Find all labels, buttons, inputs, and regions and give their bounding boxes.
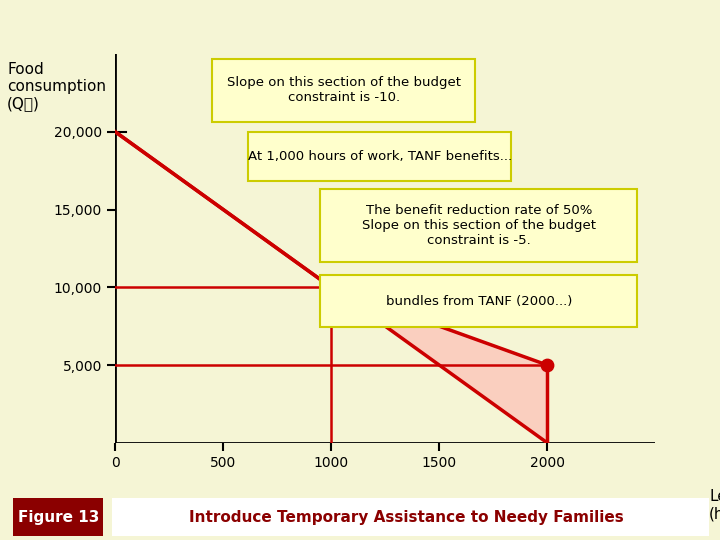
Text: Introduce Temporary Assistance to Needy Families: Introduce Temporary Assistance to Needy … <box>189 510 624 524</box>
Text: Slope on this section of the budget
constraint is -10.: Slope on this section of the budget cons… <box>227 77 461 104</box>
Y-axis label: Food
consumption
(Q₟): Food consumption (Q₟) <box>7 62 107 112</box>
Point <box>325 283 337 292</box>
Text: bundles from TANF (2000...): bundles from TANF (2000...) <box>386 294 572 308</box>
Polygon shape <box>331 287 547 443</box>
Text: At 1,000 hours of work, TANF benefits...: At 1,000 hours of work, TANF benefits... <box>248 150 512 163</box>
Point <box>541 361 553 369</box>
Text: Figure 13: Figure 13 <box>18 510 100 524</box>
FancyBboxPatch shape <box>112 498 709 536</box>
X-axis label: Leisure
(hours): Leisure (hours) <box>709 489 720 522</box>
FancyBboxPatch shape <box>13 498 103 536</box>
Text: The benefit reduction rate of 50%
Slope on this section of the budget
constraint: The benefit reduction rate of 50% Slope … <box>362 204 596 247</box>
